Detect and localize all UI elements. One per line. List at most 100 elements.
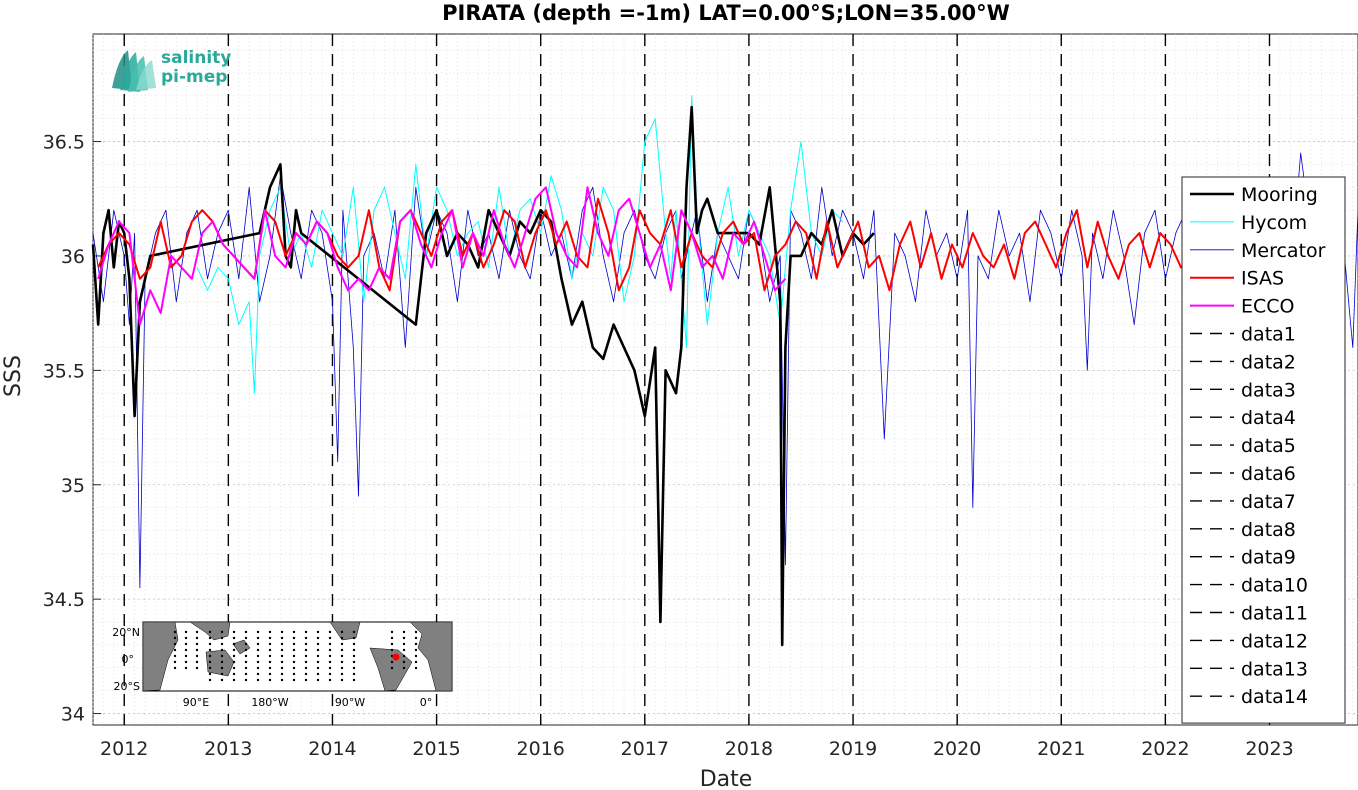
inset-buoy-dot <box>208 672 212 676</box>
inset-buoy-dot <box>244 654 248 658</box>
inset-buoy-dot <box>220 654 224 658</box>
inset-buoy-dot <box>340 678 344 682</box>
inset-buoy-dot <box>268 672 272 676</box>
inset-buoy-dot <box>328 648 332 652</box>
inset-buoy-dot <box>292 660 296 664</box>
inset-buoy-dot <box>208 666 212 670</box>
x-tick-label: 2015 <box>412 738 460 760</box>
inset-buoy-dot <box>328 666 332 670</box>
inset-buoy-dot <box>280 648 284 652</box>
inset-buoy-dot <box>268 660 272 664</box>
series-line-ecco <box>97 186 787 326</box>
logo-waves-icon <box>112 50 156 92</box>
inset-buoy-dot <box>256 636 260 640</box>
inset-buoy-dot <box>220 678 224 682</box>
inset-lat-label-20n: 20°N <box>112 626 140 639</box>
inset-buoy-dot <box>256 654 260 658</box>
inset-buoy-dot <box>304 660 308 664</box>
inset-buoy-dot <box>390 648 394 652</box>
inset-buoy-dot <box>352 630 356 634</box>
inset-buoy-dot <box>268 654 272 658</box>
inset-buoy-dot <box>352 678 356 682</box>
inset-buoy-dot <box>195 648 199 652</box>
inset-buoy-dot <box>402 648 406 652</box>
legend-label: Mercator <box>1241 240 1326 262</box>
inset-buoy-dot <box>292 642 296 646</box>
inset-buoy-array <box>173 630 418 682</box>
inset-buoy-dot <box>304 636 308 640</box>
legend-label: Mooring <box>1241 184 1318 206</box>
legend-label: data7 <box>1241 491 1296 513</box>
legend-label: data3 <box>1241 379 1296 401</box>
inset-buoy-dot <box>340 654 344 658</box>
inset-map-labels: 20°N 0° 20°S 90°E 180°W 90°W 0° <box>112 626 432 709</box>
x-tick-label: 2019 <box>829 738 877 760</box>
y-tick-label: 36 <box>61 246 85 268</box>
inset-buoy-dot <box>220 648 224 652</box>
legend-label: data9 <box>1241 547 1296 569</box>
y-tick-label: 35.5 <box>43 360 85 382</box>
legend-label: Hycom <box>1241 212 1307 234</box>
inset-lon-label-90w: 90°W <box>335 696 365 709</box>
x-tick-label: 2020 <box>933 738 981 760</box>
inset-buoy-dot <box>195 630 199 634</box>
inset-buoy-dot <box>232 660 236 664</box>
inset-buoy-dot <box>304 672 308 676</box>
x-tick-label: 2013 <box>204 738 252 760</box>
inset-land <box>142 621 453 692</box>
inset-buoy-dot <box>304 666 308 670</box>
inset-lon-label-180w: 180°W <box>251 696 288 709</box>
inset-buoy-dot <box>244 636 248 640</box>
inset-buoy-dot <box>402 666 406 670</box>
inset-lon-label-0: 0° <box>420 696 433 709</box>
inset-buoy-dot <box>280 660 284 664</box>
inset-buoy-dot <box>414 654 418 658</box>
inset-buoy-dot <box>280 642 284 646</box>
inset-buoy-dot <box>232 630 236 634</box>
inset-buoy-dot <box>256 648 260 652</box>
inset-buoy-dot <box>390 660 394 664</box>
inset-buoy-dot <box>173 654 177 658</box>
inset-lon-label-90e: 90°E <box>183 696 209 709</box>
inset-buoy-dot <box>328 636 332 640</box>
inset-buoy-dot <box>280 678 284 682</box>
inset-buoy-dot <box>402 660 406 664</box>
inset-buoy-dot <box>390 642 394 646</box>
inset-buoy-dot <box>414 636 418 640</box>
inset-buoy-dot <box>402 636 406 640</box>
inset-buoy-dot <box>292 648 296 652</box>
inset-buoy-dot <box>184 630 188 634</box>
inset-buoy-dot <box>232 654 236 658</box>
inset-buoy-dot <box>402 654 406 658</box>
legend-label: data4 <box>1241 407 1296 429</box>
inset-buoy-dot <box>352 654 356 658</box>
inset-buoy-dot <box>292 654 296 658</box>
inset-buoy-dot <box>268 678 272 682</box>
y-axis-label: SSS <box>1 355 26 397</box>
inset-buoy-dot <box>184 648 188 652</box>
logo-text-pi-mep: pi-mep <box>161 67 227 87</box>
x-tick-label: 2022 <box>1141 738 1189 760</box>
inset-buoy-dot <box>173 642 177 646</box>
inset-buoy-dot <box>292 678 296 682</box>
inset-buoy-dot <box>232 636 236 640</box>
inset-buoy-dot <box>208 648 212 652</box>
x-tick-label: 2021 <box>1037 738 1085 760</box>
inset-buoy-dot <box>328 630 332 634</box>
inset-buoy-dot <box>208 654 212 658</box>
legend-label: data6 <box>1241 463 1296 485</box>
inset-buoy-dot <box>173 660 177 664</box>
x-tick-label: 2023 <box>1245 738 1293 760</box>
legend-box <box>1181 176 1346 724</box>
inset-buoy-dot <box>208 630 212 634</box>
legend-label: data11 <box>1241 603 1308 625</box>
inset-buoy-dot <box>256 660 260 664</box>
inset-buoy-dot <box>268 648 272 652</box>
inset-buoy-dot <box>352 666 356 670</box>
salinity-pi-mep-logo: salinity pi-mep <box>112 48 231 92</box>
inset-buoy-dot <box>244 678 248 682</box>
inset-buoy-dot <box>316 654 320 658</box>
inset-buoy-dot <box>340 636 344 640</box>
inset-buoy-dot <box>316 642 320 646</box>
inset-buoy-dot <box>220 642 224 646</box>
